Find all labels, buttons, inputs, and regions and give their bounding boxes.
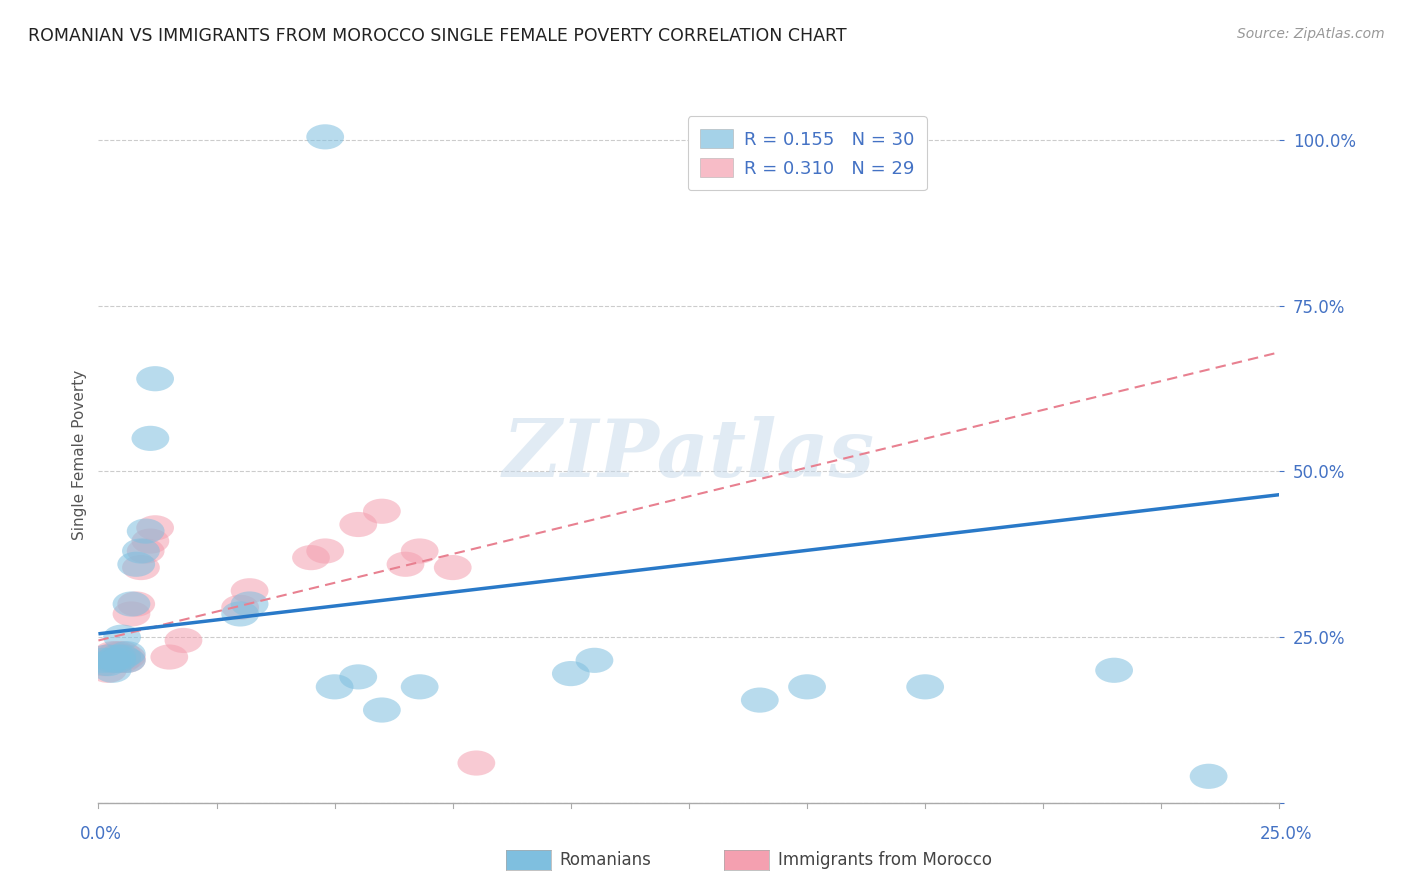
Ellipse shape <box>89 644 127 670</box>
Ellipse shape <box>339 665 377 690</box>
Ellipse shape <box>84 651 122 676</box>
Ellipse shape <box>132 425 169 451</box>
Ellipse shape <box>108 641 146 666</box>
Ellipse shape <box>117 591 155 616</box>
Ellipse shape <box>94 648 132 673</box>
Ellipse shape <box>457 750 495 776</box>
Ellipse shape <box>94 641 132 666</box>
Ellipse shape <box>127 539 165 564</box>
Ellipse shape <box>98 641 136 666</box>
Ellipse shape <box>122 539 160 564</box>
Ellipse shape <box>789 674 825 699</box>
Ellipse shape <box>363 499 401 524</box>
Ellipse shape <box>127 518 165 544</box>
Legend: R = 0.155   N = 30, R = 0.310   N = 29: R = 0.155 N = 30, R = 0.310 N = 29 <box>688 116 927 190</box>
Ellipse shape <box>112 601 150 626</box>
Ellipse shape <box>1189 764 1227 789</box>
Ellipse shape <box>103 648 141 673</box>
Ellipse shape <box>907 674 943 699</box>
Ellipse shape <box>387 551 425 577</box>
Y-axis label: Single Female Poverty: Single Female Poverty <box>72 370 87 540</box>
Ellipse shape <box>316 674 353 699</box>
Ellipse shape <box>339 512 377 537</box>
Ellipse shape <box>136 366 174 392</box>
Text: 25.0%: 25.0% <box>1260 825 1313 843</box>
Ellipse shape <box>231 578 269 603</box>
Ellipse shape <box>108 648 146 673</box>
Ellipse shape <box>165 628 202 653</box>
Ellipse shape <box>434 555 471 580</box>
Ellipse shape <box>94 657 132 683</box>
Ellipse shape <box>108 648 146 673</box>
Ellipse shape <box>122 555 160 580</box>
Ellipse shape <box>575 648 613 673</box>
Ellipse shape <box>292 545 330 570</box>
Ellipse shape <box>89 644 127 670</box>
Ellipse shape <box>307 539 344 564</box>
Ellipse shape <box>307 124 344 150</box>
Ellipse shape <box>401 539 439 564</box>
Ellipse shape <box>94 648 132 673</box>
Ellipse shape <box>89 651 127 676</box>
Ellipse shape <box>132 528 169 554</box>
Ellipse shape <box>108 644 146 670</box>
Ellipse shape <box>363 698 401 723</box>
Ellipse shape <box>231 591 269 616</box>
Ellipse shape <box>103 644 141 670</box>
Ellipse shape <box>150 644 188 670</box>
Text: Immigrants from Morocco: Immigrants from Morocco <box>778 851 991 869</box>
Ellipse shape <box>98 648 136 673</box>
Text: Romanians: Romanians <box>560 851 651 869</box>
Text: 0.0%: 0.0% <box>80 825 122 843</box>
Ellipse shape <box>553 661 589 686</box>
Ellipse shape <box>89 657 127 683</box>
Ellipse shape <box>103 641 141 666</box>
Ellipse shape <box>98 644 136 670</box>
Ellipse shape <box>401 674 439 699</box>
Ellipse shape <box>1095 657 1133 683</box>
Ellipse shape <box>112 591 150 616</box>
Ellipse shape <box>221 601 259 626</box>
Ellipse shape <box>117 551 155 577</box>
Text: ZIPatlas: ZIPatlas <box>503 417 875 493</box>
Ellipse shape <box>84 648 122 673</box>
Ellipse shape <box>103 624 141 649</box>
Ellipse shape <box>98 648 136 673</box>
Text: ROMANIAN VS IMMIGRANTS FROM MOROCCO SINGLE FEMALE POVERTY CORRELATION CHART: ROMANIAN VS IMMIGRANTS FROM MOROCCO SING… <box>28 27 846 45</box>
Ellipse shape <box>136 516 174 541</box>
Ellipse shape <box>741 688 779 713</box>
Ellipse shape <box>221 595 259 620</box>
Text: Source: ZipAtlas.com: Source: ZipAtlas.com <box>1237 27 1385 41</box>
